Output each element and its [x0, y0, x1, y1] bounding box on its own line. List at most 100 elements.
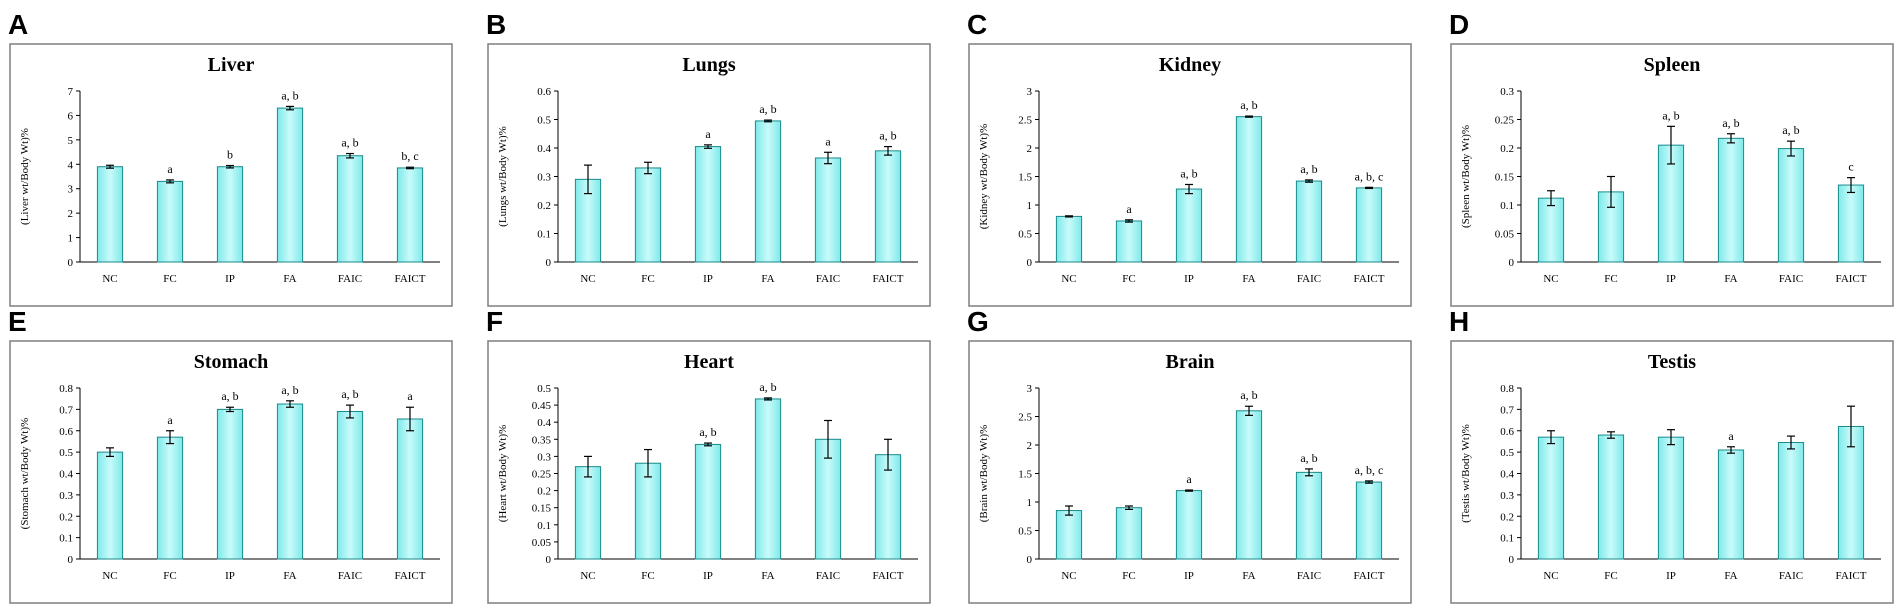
panel-f-ytick-label: 0.05	[532, 537, 552, 549]
panel-a-bar-fa	[276, 107, 304, 263]
panel-g-category-nc: NC	[1061, 570, 1076, 582]
panel-b-annotation-faict: a, b	[879, 129, 896, 143]
panel-c-bar-fa	[1235, 116, 1263, 263]
panel-h-bar-fa	[1717, 449, 1745, 560]
panel-e-bar-fc	[156, 436, 184, 560]
panel-f-y-label: (Heart wt/Body Wt)%	[497, 425, 509, 523]
panel-c-title: Kidney	[1159, 54, 1221, 76]
panel-d-category-ip: IP	[1666, 273, 1676, 285]
panel-e-ytick-label: 0.5	[59, 447, 73, 459]
panel-d-category-faict: FAICT	[1836, 273, 1867, 285]
panel-h-bar-fc	[1597, 434, 1625, 560]
panel-b-bar-ip	[694, 146, 722, 263]
panel-a-category-ip: IP	[225, 273, 235, 285]
panel-d-category-nc: NC	[1543, 273, 1558, 285]
panel-b-category-fc: FC	[641, 273, 654, 285]
panel-a-ytick-label: 0	[68, 257, 74, 269]
panel-b-annotation-faic: a	[825, 134, 831, 148]
panel-f-bar-fa	[754, 398, 782, 560]
panel-d-letter: D	[1449, 9, 1469, 40]
panel-d-annotation-faict: c	[1848, 160, 1853, 174]
panel-h-ytick-label: 0	[1509, 554, 1515, 566]
panel-e-ytick-label: 0.1	[59, 533, 73, 545]
panel-h-ytick-label: 0.7	[1500, 404, 1514, 416]
panel-d-category-fa: FA	[1724, 273, 1737, 285]
panel-d-ytick-label: 0.2	[1500, 143, 1514, 155]
panel-d-bar-nc	[1537, 197, 1565, 263]
panel-b-bar-fc	[634, 167, 662, 263]
panel-h-bar-faic	[1777, 442, 1805, 560]
panel-a-annotation-faic: a, b	[341, 136, 358, 150]
panel-h-category-fc: FC	[1604, 570, 1617, 582]
panel-e-bar-nc	[96, 451, 124, 560]
panel-a-bar-faict	[396, 167, 424, 263]
panel-c-ytick-label: 0	[1027, 257, 1033, 269]
panel-f-category-ip: IP	[703, 570, 713, 582]
panel-a-category-nc: NC	[102, 273, 117, 285]
panel-e-bar-faic	[336, 411, 364, 560]
panel-e-ytick-label: 0.4	[59, 469, 73, 481]
panel-b-category-fa: FA	[761, 273, 774, 285]
panel-c-ytick-label: 0.5	[1018, 229, 1032, 241]
panel-f-ytick-label: 0.1	[537, 520, 551, 532]
panel-c-y-label: (Kidney wt/Body Wt)%	[978, 124, 990, 230]
panel-g-category-fc: FC	[1122, 570, 1135, 582]
panel-e-bar-fa	[276, 403, 304, 560]
panel-c: C Kidney 0 0.5 1 1.5 2 2.5 3 (Kidney wt/Body Wt)%…	[967, 9, 1412, 307]
panel-f-bar-faic	[814, 438, 842, 560]
panel-f-bar-ip	[694, 443, 722, 560]
panel-g-category-faic: FAIC	[1297, 570, 1321, 582]
panel-e-category-nc: NC	[102, 570, 117, 582]
panel-a-ytick-label: 3	[68, 184, 74, 196]
panel-g-annotation-faict: a, b, c	[1355, 463, 1384, 477]
panel-c-ytick-label: 1	[1027, 200, 1033, 212]
panel-g-bar-faict	[1355, 481, 1383, 560]
panel-e-category-fa: FA	[283, 570, 296, 582]
panel-f-bar-fc	[634, 462, 662, 560]
panel-g-bar-fa	[1235, 410, 1263, 560]
panel-e-category-faict: FAICT	[395, 570, 426, 582]
panel-e-annotation-faict: a	[407, 389, 413, 403]
panel-h-bar-nc	[1537, 436, 1565, 560]
panel-c-bar-ip	[1175, 188, 1203, 263]
panel-a-annotation-fa: a, b	[281, 88, 298, 102]
panel-d-ytick-label: 0.25	[1495, 115, 1515, 127]
panel-b-annotation-fa: a, b	[759, 102, 776, 116]
panel-d-ytick-label: 0.1	[1500, 200, 1514, 212]
panel-e-category-faic: FAIC	[338, 570, 362, 582]
panel-e-bar-faict	[396, 418, 424, 560]
panel-h-category-ip: IP	[1666, 570, 1676, 582]
panel-h-annotation-fa: a	[1728, 429, 1734, 443]
panel-b-ytick-label: 0.4	[537, 143, 551, 155]
panel-b-title: Lungs	[682, 54, 736, 76]
panel-g-ytick-label: 1	[1027, 497, 1033, 509]
panel-f-bar-nc	[574, 466, 602, 560]
panel-c-bar-fc	[1115, 220, 1143, 263]
panel-f-category-nc: NC	[580, 570, 595, 582]
panel-b-y-label: (Lungs wt/Body Wt)%	[497, 126, 509, 227]
panel-g-ytick-label: 3	[1027, 383, 1033, 395]
panel-e-title: Stomach	[194, 351, 268, 373]
panel-g: G Brain 0 0.5 1 1.5 2 2.5 3 (Brain wt/Body Wt)% NC…	[967, 306, 1412, 604]
panel-a-category-faict: FAICT	[395, 273, 426, 285]
panel-e-annotation-fa: a, b	[281, 383, 298, 397]
panel-h-category-faic: FAIC	[1779, 570, 1803, 582]
panel-e: E Stomach 0 0.1 0.2 0.3 0.4 0.5 0.6 0.7 0.8 (Stomac…	[8, 306, 453, 604]
panel-d: D Spleen 0 0.05 0.1 0.15 0.2 0.25 0.3 (Spleen wt/…	[1449, 9, 1894, 307]
panel-g-ytick-label: 1.5	[1018, 469, 1032, 481]
panel-g-y-label: (Brain wt/Body Wt)%	[978, 425, 990, 523]
panel-f-ytick-label: 0.3	[537, 451, 551, 463]
panel-a-letter: A	[8, 9, 28, 40]
panel-f-ytick-label: 0.35	[532, 434, 552, 446]
panel-c-category-nc: NC	[1061, 273, 1076, 285]
panel-c-annotation-ip: a, b	[1180, 166, 1197, 180]
panel-d-ytick-label: 0.15	[1495, 172, 1515, 184]
panel-c-bar-nc	[1055, 215, 1083, 263]
panel-c-annotation-faict: a, b, c	[1355, 169, 1384, 183]
panel-e-ytick-label: 0.6	[59, 426, 73, 438]
panel-b-ytick-label: 0.1	[537, 229, 551, 241]
panel-f-ytick-label: 0.25	[532, 469, 552, 481]
panel-e-ytick-label: 0.2	[59, 511, 73, 523]
panel-f-ytick-label: 0.4	[537, 417, 551, 429]
